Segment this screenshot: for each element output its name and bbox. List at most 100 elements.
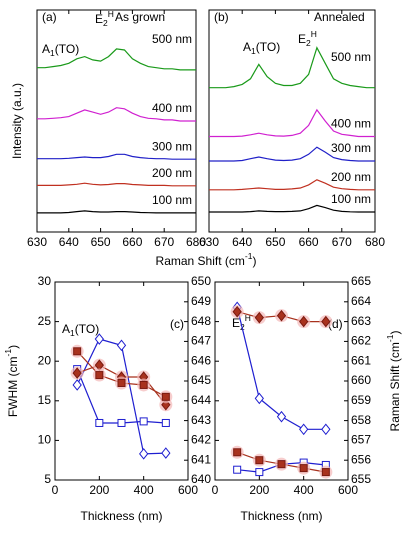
- marker: [233, 465, 242, 474]
- y2-tick-label: 660: [351, 373, 371, 387]
- x-tick-label: 600: [338, 483, 358, 497]
- x-axis-label-part: -1: [245, 251, 253, 261]
- series-label: 300 nm: [331, 141, 371, 155]
- marker: [139, 448, 149, 460]
- peak-label: A1(TO): [243, 40, 280, 56]
- x-tick-label: 0: [212, 483, 219, 497]
- marker: [161, 418, 170, 427]
- marker: [255, 456, 264, 465]
- x-tick-label: 640: [232, 235, 252, 249]
- peak-label-part: 2: [306, 38, 311, 48]
- series-label: 400 nm: [152, 101, 192, 115]
- y2-tick-label: 645: [191, 373, 211, 387]
- panel-subtitle: Annealed: [314, 10, 365, 24]
- marker: [116, 339, 127, 352]
- marker: [299, 315, 309, 328]
- y2-tick-label: 642: [191, 433, 211, 447]
- marker: [299, 464, 308, 473]
- spectrum-line: [209, 46, 375, 89]
- x-axis-label-part: ): [252, 254, 256, 268]
- y2-tick-label: 661: [351, 353, 371, 367]
- spectrum-line: [209, 204, 375, 213]
- peak-label-part: 1: [251, 46, 256, 56]
- x-tick-label: 400: [294, 483, 314, 497]
- y2-tick-label: 644: [191, 393, 211, 407]
- y2-tick-label: 656: [351, 452, 371, 466]
- panel-label: (a): [42, 10, 57, 24]
- series-label: 500 nm: [152, 32, 192, 46]
- y2-axis-label-part: ): [388, 331, 402, 335]
- x-axis-label: Thickness (nm): [240, 509, 322, 523]
- y-axis-label-part: FWHM (cm: [6, 356, 20, 417]
- spectrum-line: [37, 182, 196, 187]
- x-tick-label: 680: [365, 235, 385, 249]
- x-axis-label: Raman Shift (cm-1): [156, 251, 257, 268]
- panel-label: (c): [170, 317, 184, 331]
- y2-axis-label: Raman Shift (cm-1): [385, 331, 402, 432]
- y2-tick-label: 662: [351, 334, 371, 348]
- series-label: 100 nm: [331, 192, 371, 206]
- x-tick-label: 670: [154, 235, 174, 249]
- y-tick-label: 25: [38, 314, 52, 328]
- marker: [276, 410, 287, 423]
- x-tick-label: 0: [52, 483, 59, 497]
- y2-axis-label-part: -1: [385, 334, 395, 342]
- marker: [117, 418, 126, 427]
- peak-label-part: H: [311, 29, 317, 39]
- x-tick-label: 670: [332, 235, 352, 249]
- y-tick-label: 15: [38, 393, 52, 407]
- x-tick-label: 660: [122, 235, 142, 249]
- spectrum-line: [209, 146, 375, 162]
- marker: [73, 347, 82, 356]
- y2-tick-label: 646: [191, 353, 211, 367]
- peak-label-part: 1: [70, 328, 75, 338]
- x-tick-label: 400: [134, 483, 154, 497]
- marker: [95, 371, 104, 380]
- y-axis-label-part: ): [6, 345, 20, 349]
- marker: [139, 417, 148, 426]
- y2-tick-label: 657: [351, 433, 371, 447]
- y2-tick-label: 664: [351, 294, 371, 308]
- y2-tick-label: 649: [191, 294, 211, 308]
- marker: [94, 333, 104, 345]
- marker: [72, 367, 82, 379]
- spectrum-line: [37, 153, 196, 160]
- marker: [321, 468, 330, 477]
- x-tick-label: 650: [91, 235, 111, 249]
- spectrum-line: [37, 107, 196, 122]
- x-tick-label: 600: [178, 483, 198, 497]
- y2-axis-label-part: Raman Shift (cm: [388, 342, 402, 431]
- y2-tick-label: 641: [191, 452, 211, 466]
- series-label: 100 nm: [152, 193, 192, 207]
- y-axis-label: FWHM (cm-1): [3, 345, 20, 417]
- panel-subtitle: As grown: [115, 10, 165, 24]
- series-label: 300 nm: [152, 139, 192, 153]
- y-axis-label-part: -1: [3, 349, 13, 357]
- spectrum-line: [37, 210, 196, 214]
- spectrum-line: [209, 179, 375, 191]
- series-label: 200 nm: [331, 170, 371, 184]
- y2-tick-label: 648: [191, 314, 211, 328]
- x-tick-label: 630: [27, 235, 47, 249]
- x-tick-label: 200: [249, 483, 269, 497]
- marker: [254, 311, 264, 324]
- y2-tick-label: 650: [191, 274, 211, 288]
- y-axis-label: Intensity (a.u.): [10, 83, 24, 159]
- marker: [277, 460, 286, 469]
- peak-label: A1(TO): [42, 42, 79, 58]
- x-tick-label: 200: [89, 483, 109, 497]
- spectrum-line: [37, 48, 196, 71]
- peak-label-part: A: [243, 40, 251, 54]
- peak-label-part: (TO): [55, 42, 79, 56]
- x-axis-label: Thickness (nm): [80, 509, 162, 523]
- marker: [299, 423, 309, 436]
- x-axis-label-part: Raman Shift (cm: [156, 254, 245, 268]
- marker: [95, 418, 104, 427]
- y2-tick-label: 658: [351, 413, 371, 427]
- series-label: 500 nm: [331, 50, 371, 64]
- marker: [321, 315, 331, 328]
- peak-label-part: E: [95, 12, 103, 26]
- y2-tick-label: 643: [191, 413, 211, 427]
- x-tick-label: 680: [186, 235, 206, 249]
